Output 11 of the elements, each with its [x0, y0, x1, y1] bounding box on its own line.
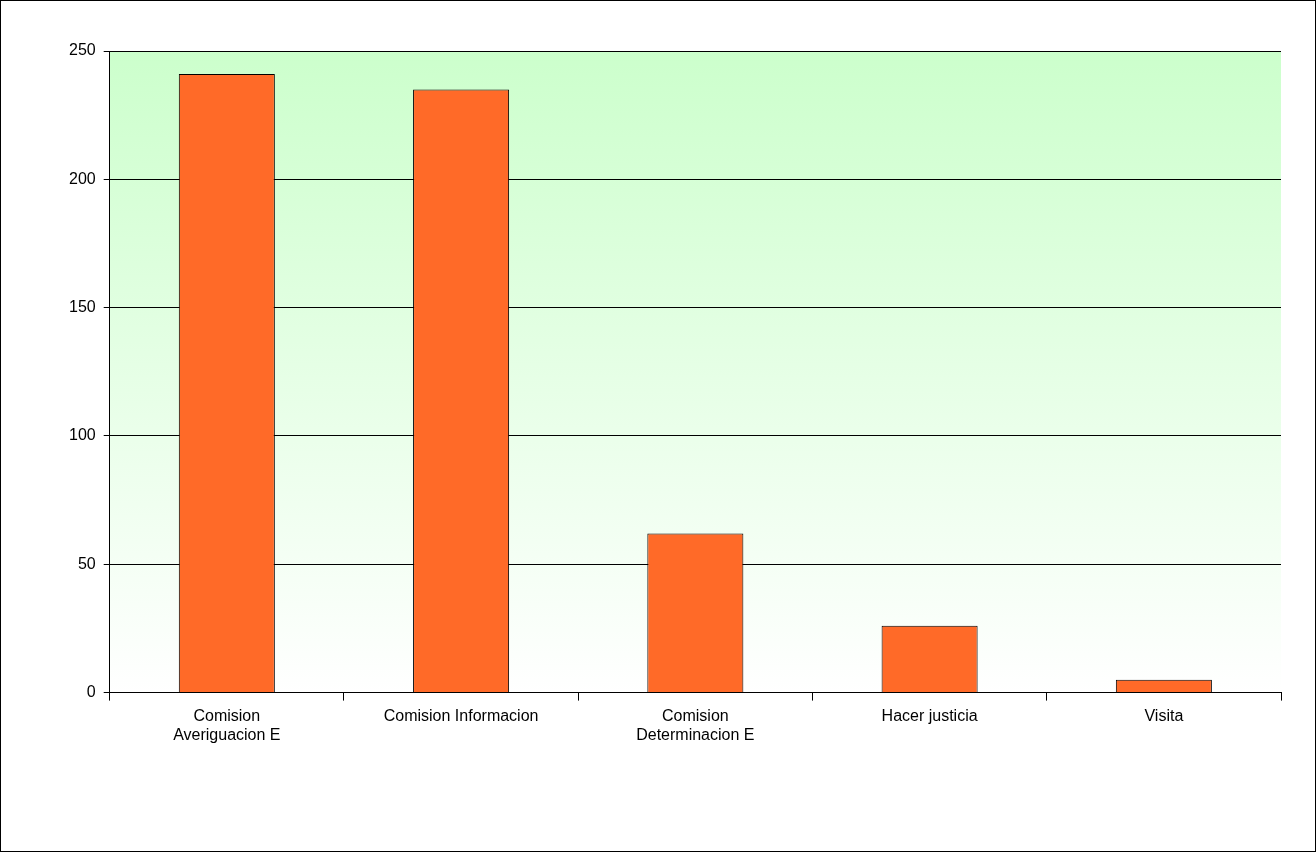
- y-tick-label: 100: [68, 426, 96, 444]
- y-tick-label: 200: [68, 169, 96, 187]
- y-tick-label: 50: [77, 554, 96, 572]
- x-tick-label: Comision Averiguacion E: [173, 706, 281, 743]
- x-tick-label: Comision Determinacion E: [636, 706, 755, 743]
- x-tick-label: Visita: [1144, 706, 1184, 724]
- y-tick-label: 150: [68, 298, 96, 316]
- y-tick-label: 250: [68, 41, 96, 59]
- x-tick-label: Comision Informacion: [383, 706, 539, 724]
- x-tick-label: Hacer justicia: [881, 706, 978, 724]
- y-tick-label: 0: [86, 683, 96, 701]
